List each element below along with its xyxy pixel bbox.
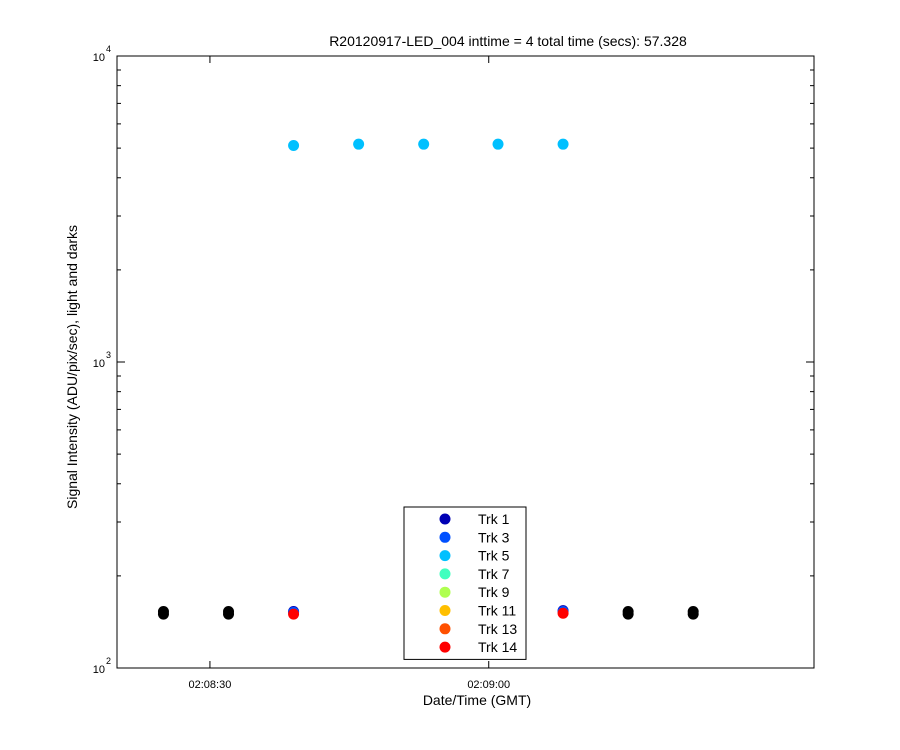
y-tick-label: 10	[93, 358, 105, 370]
y-tick-label: 10	[93, 664, 105, 676]
y-tick-exponent: 4	[106, 44, 111, 54]
legend-label: Trk 1	[478, 511, 510, 527]
x-axis-label: Date/Time (GMT)	[423, 692, 531, 708]
data-point	[288, 608, 300, 620]
legend-label: Trk 13	[478, 621, 517, 637]
chart-title: R20120917-LED_004 inttime = 4 total time…	[329, 33, 687, 49]
data-point	[418, 138, 430, 150]
legend-label: Trk 5	[478, 548, 510, 564]
data-point	[157, 605, 169, 617]
legend-label: Trk 11	[478, 603, 516, 619]
y-axis-label: Signal Intensity (ADU/pix/sec), light an…	[64, 225, 80, 509]
data-point	[557, 138, 569, 150]
legend: Trk 1 Trk 3 Trk 5 Trk 7 Trk 9 Trk 11 Trk 13 Trk…	[403, 506, 527, 660]
x-tick-label: 02:08:30	[189, 679, 232, 691]
legend-marker	[439, 605, 451, 616]
legend-box	[403, 506, 527, 660]
data-point	[557, 607, 569, 619]
data-point	[492, 138, 504, 150]
y-tick-exponent: 3	[106, 350, 111, 360]
y-tick-exponent: 2	[106, 656, 111, 666]
legend-marker	[439, 568, 451, 580]
legend-label: Trk 9	[478, 584, 510, 600]
x-axis: 02:08:30 02:09:00	[189, 56, 510, 691]
legend-marker	[439, 531, 451, 543]
data-point	[288, 139, 300, 151]
legend-marker	[439, 513, 451, 525]
data-point	[622, 605, 634, 617]
legend-label: Trk 7	[478, 566, 510, 582]
legend-label: Trk 3	[478, 529, 510, 545]
legend-marker	[439, 623, 451, 635]
legend-marker	[439, 641, 451, 653]
legend-marker	[439, 550, 451, 562]
data-point	[687, 605, 699, 617]
legend-marker	[439, 586, 451, 598]
data-point	[353, 138, 365, 150]
data-point	[223, 605, 235, 617]
y-tick-label: 10	[93, 52, 105, 64]
legend-label: Trk 14	[478, 639, 517, 655]
x-tick-label: 02:09:00	[467, 679, 510, 691]
